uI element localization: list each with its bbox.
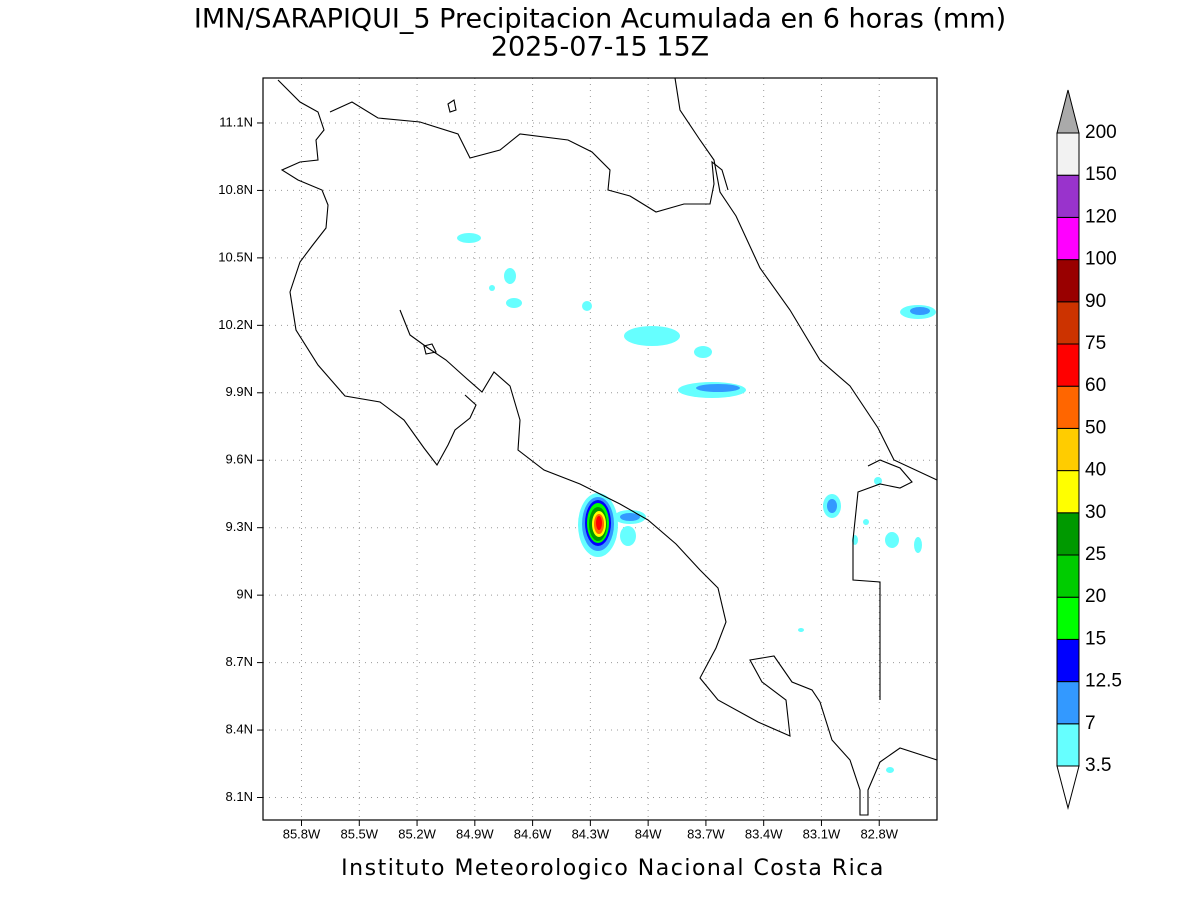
coastline <box>399 309 938 816</box>
y-tick-label: 8.7N <box>226 654 253 669</box>
map-title: IMN/SARAPIQUI_5 Precipitacion Acumulada … <box>194 4 1006 35</box>
x-tick-label: 83.4W <box>745 826 783 841</box>
colorbar-label: 50 <box>1085 417 1106 438</box>
y-tick-label: 9.9N <box>226 384 253 399</box>
x-tick-label: 85.2W <box>398 826 436 841</box>
footer: Instituto Meteorologico Nacional Costa R… <box>341 856 885 881</box>
island <box>447 99 457 113</box>
colorbar-label: 12.5 <box>1085 671 1122 692</box>
map-frame <box>262 77 938 821</box>
colorbar-label: 200 <box>1085 122 1117 143</box>
colorbar-box <box>1056 681 1080 725</box>
colorbar-box <box>1056 554 1080 598</box>
y-tick-label: 8.4N <box>226 721 253 736</box>
colorbar-under <box>1056 765 1080 810</box>
colorbar-box <box>1056 132 1080 176</box>
x-tick-label: 85.5W <box>340 826 378 841</box>
colorbar-label: 25 <box>1085 544 1106 565</box>
precip-area <box>504 268 516 284</box>
colorbar-label: 30 <box>1085 502 1106 523</box>
colorbar-box <box>1056 638 1080 683</box>
precip-area <box>798 628 804 632</box>
island <box>423 343 437 355</box>
precip-area <box>624 326 680 346</box>
x-tick-label: 84.6W <box>514 826 552 841</box>
colorbar-box <box>1056 301 1080 345</box>
precip-area <box>910 307 930 315</box>
coastline <box>277 79 477 467</box>
y-tick-label: 10.5N <box>218 249 253 264</box>
y-tick-label: 10.2N <box>218 317 253 332</box>
colorbar-label: 120 <box>1085 206 1117 227</box>
x-tick-label: 82.8W <box>860 826 898 841</box>
colorbar-label: 40 <box>1085 460 1106 481</box>
precip-area <box>874 477 882 485</box>
colorbar-box <box>1056 385 1080 429</box>
precip-area <box>506 298 522 308</box>
y-tick-label: 9.3N <box>226 519 253 534</box>
colorbar-label: 100 <box>1085 249 1117 270</box>
y-tick-label: 8.1N <box>226 789 253 804</box>
x-tick-label: 84W <box>635 826 662 841</box>
precip-area <box>827 499 837 513</box>
precipitation-field <box>457 233 936 773</box>
colorbar: 3.5 7 12.5 15 20 25 30 40 50 60 75 90 100 120 150 200 <box>1056 89 1122 810</box>
y-tick-label: 9.6N <box>226 452 253 467</box>
precip-area <box>489 285 495 291</box>
colorbar-label: 75 <box>1085 333 1106 354</box>
colorbar-box <box>1056 343 1080 387</box>
coastline <box>674 77 938 481</box>
y-tick-label: 10.8N <box>218 182 253 197</box>
precip-area <box>696 384 740 392</box>
colorbar-label: 15 <box>1085 628 1106 649</box>
colorbar-box <box>1056 427 1080 472</box>
colorbar-box <box>1056 470 1080 514</box>
colorbar-over <box>1056 89 1080 134</box>
x-tick-label: 83.7W <box>687 826 725 841</box>
precip-area <box>582 301 592 311</box>
precip-area <box>620 513 640 521</box>
precip-area <box>886 767 894 773</box>
colorbar-label: 150 <box>1085 164 1117 185</box>
precip-area <box>596 516 602 530</box>
colorbar-box <box>1056 512 1080 556</box>
x-tick-label: 84.9W <box>456 826 494 841</box>
colorbar-label: 60 <box>1085 375 1106 396</box>
colorbar-box <box>1056 216 1080 261</box>
x-tick-label: 84.3W <box>572 826 610 841</box>
x-tick-label: 83.1W <box>803 826 841 841</box>
precip-area <box>914 537 922 553</box>
colorbar-label: 90 <box>1085 291 1106 312</box>
colorbar-box <box>1056 596 1080 640</box>
colorbar-label: 7 <box>1085 713 1096 734</box>
precip-area <box>457 233 481 243</box>
coastlines <box>277 77 938 816</box>
y-tick-label: 9N <box>236 587 253 602</box>
colorbar-label: 3.5 <box>1085 755 1111 776</box>
colorbar-box <box>1056 174 1080 218</box>
map-subtitle: 2025-07-15 15Z <box>491 32 709 63</box>
y-tick-label: 11.1N <box>219 114 253 129</box>
colorbar-label: 20 <box>1085 586 1106 607</box>
precip-area <box>863 519 869 525</box>
axis-ticks: 85.8W 85.5W 85.2W 84.9W 84.6W 84.3W 84W 83.7W 83… <box>218 114 898 841</box>
border <box>852 459 913 700</box>
x-tick-label: 85.8W <box>283 826 321 841</box>
colorbar-box <box>1056 723 1080 767</box>
colorbar-box <box>1056 259 1080 303</box>
precip-area <box>620 526 636 546</box>
precip-area <box>694 346 712 358</box>
precip-area <box>885 532 899 548</box>
coastline <box>329 101 729 213</box>
